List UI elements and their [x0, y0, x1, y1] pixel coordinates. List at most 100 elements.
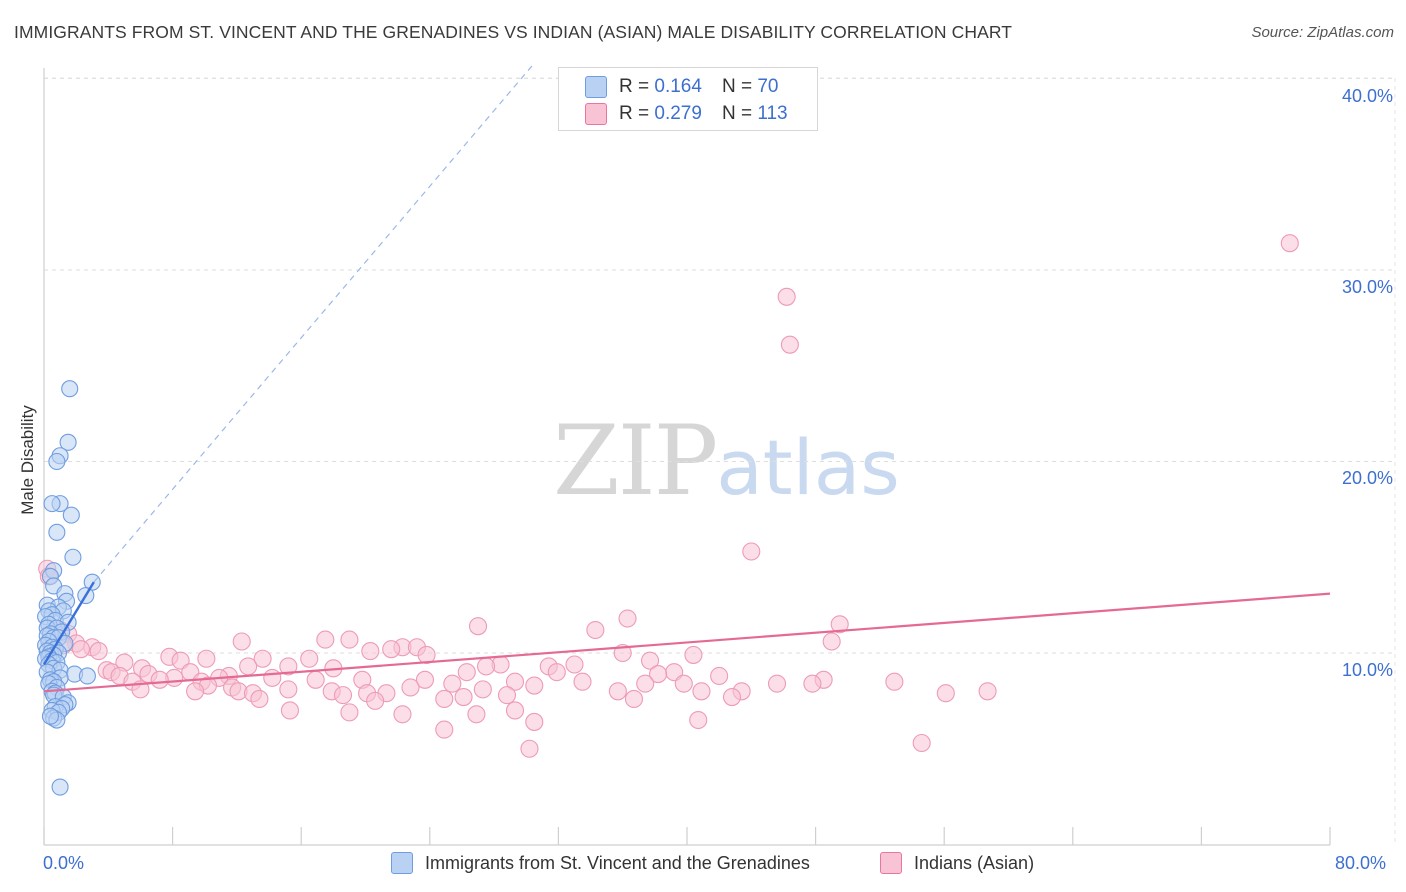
data-point-indians	[340, 703, 359, 722]
data-point-indians	[505, 701, 525, 720]
data-point-st-vincent	[48, 452, 66, 471]
data-point-indians	[830, 615, 849, 634]
blue-swatch	[585, 76, 607, 98]
data-point-indians	[71, 640, 91, 659]
trendline-st-vincent	[42, 581, 95, 666]
stats-row-pink: R = 0.279 N = 113	[585, 102, 788, 126]
data-point-indians	[366, 691, 385, 710]
data-point-st-vincent	[43, 495, 61, 513]
n-label: N =	[721, 76, 753, 97]
data-point-indians	[239, 657, 258, 676]
r-value: 0.279	[654, 103, 702, 124]
data-point-indians	[586, 620, 605, 640]
legend-swatch-blue	[391, 852, 413, 874]
r-label: R =	[619, 76, 650, 97]
x-tick-label-min: 0.0%	[43, 853, 85, 873]
n-value: 70	[757, 76, 779, 97]
data-point-indians	[454, 687, 473, 707]
data-point-indians	[978, 682, 997, 701]
n-label: N =	[721, 103, 753, 124]
data-point-indians	[340, 630, 359, 649]
legend-swatch-pink	[880, 852, 902, 874]
trendline-indians	[43, 592, 1331, 693]
data-point-indians	[624, 689, 644, 709]
data-point-indians	[316, 630, 335, 649]
data-point-indians	[640, 651, 660, 670]
data-point-st-vincent	[41, 707, 59, 725]
data-point-st-vincent	[64, 548, 82, 566]
data-point-st-vincent	[48, 523, 66, 541]
data-point-indians	[393, 705, 412, 724]
r-value: 0.164	[654, 76, 702, 97]
data-point-indians	[505, 672, 525, 691]
data-point-indians	[689, 710, 708, 730]
data-point-indians	[742, 542, 761, 561]
data-point-indians	[415, 670, 435, 689]
data-point-indians	[333, 686, 353, 705]
data-point-indians	[803, 674, 822, 693]
data-point-indians	[885, 672, 904, 691]
data-point-indians	[710, 666, 729, 686]
pink-swatch	[585, 103, 607, 125]
data-point-indians	[250, 689, 269, 709]
data-point-indians	[684, 645, 703, 664]
data-point-indians	[306, 670, 325, 689]
data-point-indians	[417, 645, 436, 664]
data-point-indians	[263, 668, 282, 687]
data-point-indians	[1280, 234, 1299, 253]
data-point-indians	[468, 617, 488, 636]
data-point-indians	[89, 642, 108, 661]
data-point-st-vincent	[61, 380, 79, 398]
data-point-st-vincent	[78, 667, 96, 685]
data-point-indians	[279, 680, 298, 699]
data-point-indians	[473, 680, 492, 699]
data-point-indians	[618, 609, 637, 628]
data-point-indians	[777, 287, 796, 306]
data-point-indians	[477, 657, 496, 676]
chart-title: IMMIGRANTS FROM ST. VINCENT AND THE GREN…	[14, 22, 1013, 42]
data-point-indians	[232, 632, 251, 651]
data-point-indians	[280, 701, 299, 720]
data-point-indians	[279, 657, 298, 676]
y-axis-label: Male Disability	[18, 405, 37, 515]
data-point-indians	[186, 682, 205, 701]
data-point-indians	[435, 720, 454, 739]
data-point-indians	[150, 670, 169, 689]
data-point-indians	[525, 676, 544, 695]
legend-label-indians: Indians (Asian)	[914, 852, 1035, 873]
data-point-indians	[822, 632, 841, 651]
stats-legend: R = 0.164 N = 70 R = 0.279 N = 113	[558, 67, 818, 131]
data-point-indians	[573, 672, 592, 691]
data-point-indians	[401, 678, 420, 697]
data-point-indians	[443, 674, 462, 693]
data-point-indians	[382, 640, 401, 659]
y-tick-label-30: 30.0%	[1341, 277, 1393, 297]
data-point-indians	[525, 712, 544, 731]
data-point-st-vincent	[51, 778, 69, 796]
data-point-indians	[520, 739, 539, 758]
data-point-indians	[636, 674, 655, 693]
y-tick-label-40: 40.0%	[1341, 86, 1393, 106]
data-point-indians	[692, 682, 711, 701]
stats-row-blue: R = 0.164 N = 70	[585, 75, 778, 99]
y-tick-label-20: 20.0%	[1341, 468, 1393, 488]
data-point-st-vincent	[59, 433, 77, 451]
data-point-indians	[608, 682, 627, 701]
data-point-st-vincent	[62, 506, 80, 524]
data-point-indians	[722, 687, 742, 707]
data-point-indians	[300, 649, 319, 668]
data-point-indians	[767, 674, 787, 693]
data-point-indians	[197, 649, 216, 668]
source-label: Source: ZipAtlas.com	[1251, 24, 1394, 41]
data-point-indians	[361, 642, 380, 661]
data-point-indians	[497, 686, 517, 705]
data-point-indians	[936, 684, 955, 703]
data-point-indians	[547, 663, 566, 682]
data-point-indians	[780, 335, 799, 354]
legend-label-st-vincent: Immigrants from St. Vincent and the Gren…	[425, 852, 810, 873]
r-label: R =	[619, 103, 650, 124]
data-point-indians	[674, 674, 693, 693]
trendline-st-vincent-extension	[93, 62, 535, 583]
data-point-indians	[457, 663, 476, 682]
